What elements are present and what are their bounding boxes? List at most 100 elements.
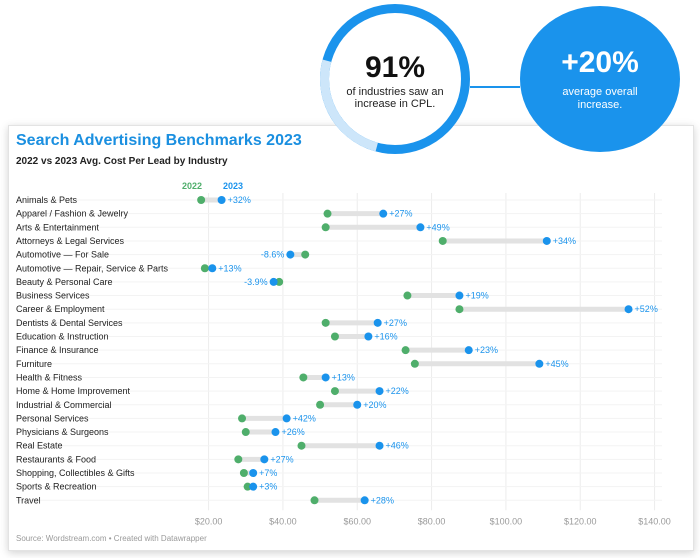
point-2022: [330, 387, 339, 396]
point-2022: [321, 223, 330, 232]
category-label: Industrial & Commercial: [16, 400, 112, 410]
point-2023: [364, 332, 373, 341]
point-2023: [375, 441, 384, 450]
point-2023: [360, 496, 369, 505]
point-2022: [297, 441, 306, 450]
category-label: Arts & Entertainment: [16, 222, 100, 232]
point-2023: [379, 209, 388, 218]
point-2022: [401, 346, 410, 355]
legend-label: 2022: [182, 181, 202, 191]
point-2022: [403, 291, 412, 300]
point-2023: [455, 291, 464, 300]
point-2022: [238, 414, 247, 423]
category-label: Personal Services: [16, 413, 89, 423]
change-label: +27%: [389, 209, 412, 219]
change-label: +23%: [475, 345, 498, 355]
category-label: Beauty & Personal Care: [16, 277, 113, 287]
x-tick-label: $60.00: [343, 516, 371, 526]
category-label: Career & Employment: [16, 304, 105, 314]
point-2023: [535, 359, 544, 368]
change-label: -3.9%: [244, 277, 268, 287]
change-label: +16%: [374, 332, 397, 342]
callout-right-text: average overall increase.: [562, 86, 638, 111]
legend-label: 2023: [223, 181, 243, 191]
point-2022: [234, 455, 243, 464]
category-label: Physicians & Surgeons: [16, 427, 109, 437]
point-2023: [249, 482, 258, 491]
point-2022: [330, 332, 339, 341]
change-label: +13%: [218, 263, 241, 273]
source-note: Source: Wordstream.com • Created with Da…: [16, 534, 207, 543]
category-label: Business Services: [16, 291, 90, 301]
point-2022: [241, 428, 250, 437]
x-tick-label: $80.00: [418, 516, 446, 526]
change-label: +32%: [228, 195, 251, 205]
chart-subtitle: 2022 vs 2023 Avg. Cost Per Lead by Indus…: [16, 156, 228, 167]
point-2022: [321, 318, 330, 327]
point-2023: [416, 223, 425, 232]
callout-connector: [470, 86, 520, 88]
point-2023: [286, 250, 295, 259]
callout-average-increase: +20% average overall increase.: [520, 6, 680, 152]
change-label: -8.6%: [261, 250, 285, 260]
point-2022: [243, 482, 252, 491]
category-label: Sports & Recreation: [16, 482, 97, 492]
point-2023: [208, 264, 217, 273]
point-2022: [323, 209, 332, 218]
callout-left-text: of industries saw an increase in CPL.: [346, 86, 444, 110]
point-2023: [269, 277, 278, 286]
change-label: +49%: [426, 222, 449, 232]
point-2023: [353, 400, 362, 409]
point-2023: [373, 318, 382, 327]
category-label: Shopping, Collectibles & Gifts: [16, 468, 135, 478]
point-2022: [275, 277, 284, 286]
point-2022: [197, 196, 206, 204]
callout-industries-increase: 91% of industries saw an increase in CPL…: [292, 0, 498, 182]
point-2023: [321, 373, 330, 382]
point-2023: [464, 346, 473, 355]
change-label: +42%: [293, 413, 316, 423]
change-label: +27%: [270, 454, 293, 464]
point-2023: [249, 469, 258, 477]
point-2023: [542, 236, 551, 245]
callout-left-value: 91%: [364, 51, 426, 84]
change-label: +34%: [553, 236, 576, 246]
callout-right-value: +20%: [561, 46, 639, 79]
x-tick-label: $40.00: [269, 516, 297, 526]
change-label: +7%: [259, 468, 277, 478]
category-label: Automotive — Repair, Service & Parts: [16, 263, 169, 273]
category-label: Apparel / Fashion & Jewelry: [16, 209, 129, 219]
change-label: +3%: [259, 482, 277, 492]
point-2023: [217, 196, 226, 204]
point-2022: [301, 250, 310, 259]
point-2022: [438, 236, 447, 245]
x-tick-label: $140.00: [638, 516, 671, 526]
category-label: Dentists & Dental Services: [16, 318, 123, 328]
x-tick-label: $120.00: [564, 516, 597, 526]
category-label: Health & Fitness: [16, 372, 83, 382]
point-2022: [239, 469, 248, 477]
change-label: +26%: [281, 427, 304, 437]
point-2023: [624, 305, 633, 314]
change-label: +28%: [371, 495, 394, 505]
point-2023: [260, 455, 269, 464]
change-label: +19%: [465, 291, 488, 301]
category-label: Restaurants & Food: [16, 454, 96, 464]
point-2023: [271, 428, 280, 437]
point-2022: [410, 359, 419, 368]
change-label: +13%: [332, 372, 355, 382]
category-label: Real Estate: [16, 441, 63, 451]
category-label: Attorneys & Legal Services: [16, 236, 125, 246]
change-label: +27%: [384, 318, 407, 328]
category-label: Furniture: [16, 359, 52, 369]
category-label: Animals & Pets: [16, 195, 78, 205]
point-2022: [299, 373, 308, 382]
change-label: +22%: [386, 386, 409, 396]
point-2023: [375, 387, 384, 396]
change-label: +52%: [635, 304, 658, 314]
category-label: Finance & Insurance: [16, 345, 99, 355]
change-label: +45%: [545, 359, 568, 369]
category-label: Travel: [16, 495, 41, 505]
point-2022: [316, 400, 325, 409]
